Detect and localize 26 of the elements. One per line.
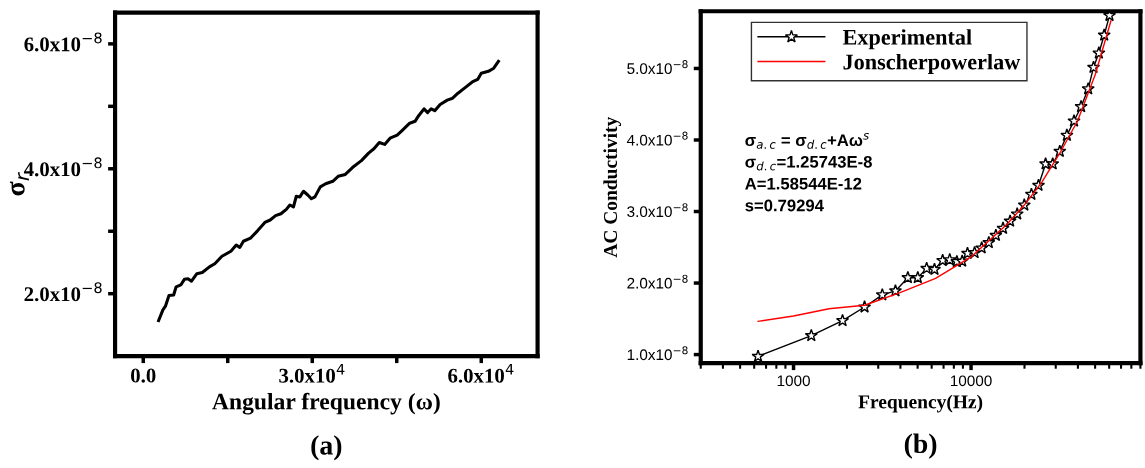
legend-label: Jonscherpowerlaw <box>843 53 1021 75</box>
x-tick-label: 0.0 <box>131 368 156 383</box>
y-tick-label: 5.0x10$^{−8}$ <box>627 60 688 75</box>
x-tick-label: 1000 <box>777 375 810 387</box>
y-tick-label: 3.0x10$^{−8}$ <box>627 203 688 218</box>
annotation: σ$_{a.c}$ = σ$_{d.c}$+Aω$^{s}$ <box>745 132 869 149</box>
y-tick-label: 4.0x10$^{−8}$ <box>626 131 688 146</box>
y-tick-label: 2.0x10$^{−8}$ <box>627 274 688 289</box>
legend-label: Experimental <box>842 29 972 50</box>
y-tick-label: 2.0x10$^{−8}$ <box>24 282 102 302</box>
text: (a) <box>311 435 342 461</box>
x-tick-label: 10000 <box>950 375 992 387</box>
annotation: σ$_{d.c}$=1.25743E-8 <box>745 155 872 171</box>
y-tick-label: 1.0x10$^{−8}$ <box>627 346 688 361</box>
point <box>927 262 942 276</box>
point <box>911 270 925 284</box>
x-axis-title: Frequency(Hz) <box>858 394 983 413</box>
text: (b) <box>904 433 937 459</box>
line-series <box>157 59 500 323</box>
annotation: A=1.58544E-12 <box>745 177 862 190</box>
y-tick-label: 6.0x10$^{−8}$ <box>24 32 102 52</box>
x-tick-label: 3.0x10$^{4}$ <box>279 363 345 383</box>
x-tick-label: 6.0x10$^{4}$ <box>448 363 514 383</box>
annotation: s=0.79294 <box>745 199 824 212</box>
x-axis-title: Angular frequency (ω) <box>212 392 440 415</box>
y-axis-title: AC Conductivity <box>603 116 622 258</box>
